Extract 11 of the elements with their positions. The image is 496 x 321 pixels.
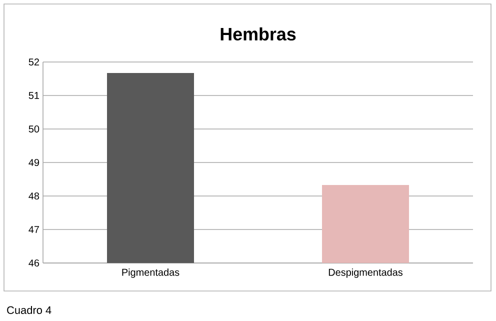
y-tick-label: 51 (28, 92, 40, 99)
y-tick-label: 50 (28, 125, 40, 133)
x-tick-label: Despigmentadas (328, 268, 403, 278)
y-tick-label: 52 (28, 58, 39, 66)
y-tick-label: 47 (28, 226, 39, 233)
y-tick-label: 48 (28, 192, 40, 200)
chart-title: Hembras (220, 27, 296, 41)
x-tick-label: Pigmentadas (122, 268, 180, 278)
y-tick-label: 46 (28, 259, 40, 267)
text: Cuadro 4 (7, 306, 52, 314)
y-tick-label: 49 (28, 158, 40, 166)
